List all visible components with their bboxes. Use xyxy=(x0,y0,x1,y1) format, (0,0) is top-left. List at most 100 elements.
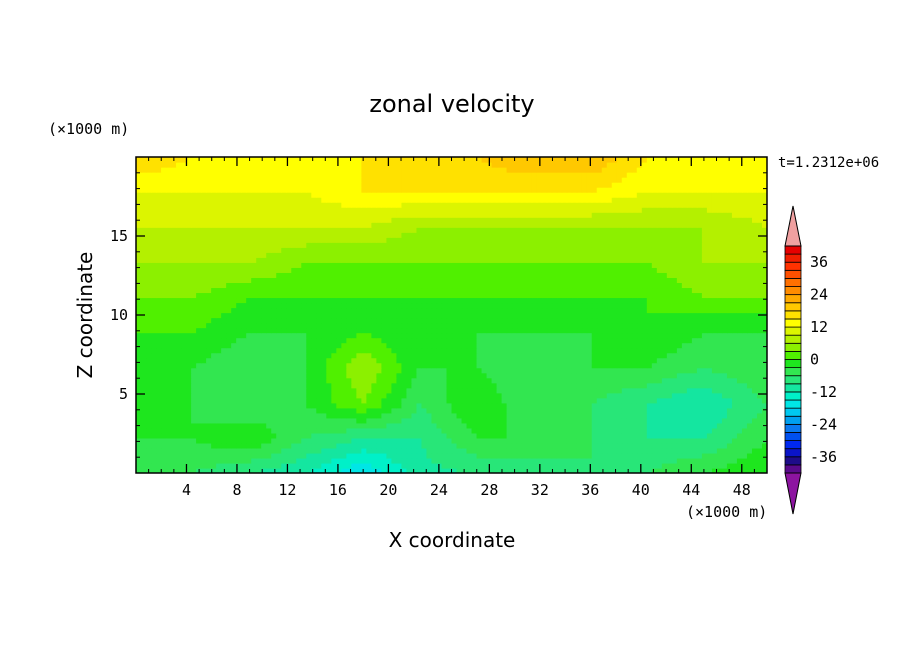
field-cell xyxy=(181,467,187,473)
field-cell xyxy=(386,317,393,324)
field-cell xyxy=(431,402,438,409)
field-cell xyxy=(521,287,528,294)
field-cell xyxy=(591,362,598,369)
field-cell xyxy=(761,347,767,354)
field-cell xyxy=(416,287,423,294)
field-cell xyxy=(536,352,543,359)
field-cell xyxy=(476,297,483,304)
field-cell xyxy=(321,462,327,469)
field-cell xyxy=(386,457,393,464)
field-cell xyxy=(611,397,618,404)
field-cell xyxy=(256,292,262,299)
field-cell xyxy=(181,392,187,399)
field-cell xyxy=(666,382,673,389)
field-cell xyxy=(706,332,713,339)
field-cell xyxy=(286,282,292,289)
field-cell xyxy=(696,462,703,469)
field-cell xyxy=(201,347,207,354)
field-cell xyxy=(591,447,598,454)
field-cell xyxy=(581,357,588,364)
field-cell xyxy=(156,277,162,283)
field-cell xyxy=(451,432,458,439)
field-cell xyxy=(241,362,247,369)
field-cell xyxy=(341,442,347,449)
field-cell xyxy=(216,362,222,369)
field-cell xyxy=(631,412,638,419)
field-cell xyxy=(366,407,372,414)
field-cell xyxy=(616,402,623,409)
field-cell xyxy=(316,462,322,469)
field-cell xyxy=(196,402,202,409)
field-cell xyxy=(396,327,403,334)
field-cell xyxy=(256,412,262,419)
field-cell xyxy=(251,307,257,314)
field-cell xyxy=(676,277,683,283)
field-cell xyxy=(171,272,177,278)
field-cell xyxy=(176,307,182,314)
field-cell xyxy=(516,357,523,364)
field-cell xyxy=(676,287,683,294)
field-cell xyxy=(161,302,167,309)
field-cell xyxy=(696,362,703,369)
field-cell xyxy=(531,422,538,429)
field-cell xyxy=(186,362,192,369)
field-cell xyxy=(346,377,352,384)
field-cell xyxy=(511,422,518,429)
field-cell xyxy=(646,467,653,473)
field-cell xyxy=(696,307,703,314)
field-cell xyxy=(436,362,443,369)
field-cell xyxy=(551,352,558,359)
field-cell xyxy=(471,297,478,304)
field-cell xyxy=(276,362,282,369)
field-cell xyxy=(566,392,573,399)
field-cell xyxy=(196,317,202,324)
field-cell xyxy=(621,312,628,319)
field-cell xyxy=(541,407,548,414)
field-cell xyxy=(381,442,387,449)
field-cell xyxy=(581,277,588,283)
field-cell xyxy=(426,302,433,309)
field-cell xyxy=(541,342,548,349)
field-cell xyxy=(756,322,763,329)
field-cell xyxy=(761,352,767,359)
field-cell xyxy=(551,397,558,404)
field-cell xyxy=(751,332,758,339)
field-cell xyxy=(461,272,468,278)
field-cell xyxy=(446,297,453,304)
field-cell xyxy=(496,437,503,444)
field-cell xyxy=(181,432,187,439)
field-cell xyxy=(521,422,528,429)
field-cell xyxy=(401,452,408,459)
field-cell xyxy=(696,467,703,473)
field-cell xyxy=(686,437,693,444)
field-cell xyxy=(546,277,553,283)
field-cell xyxy=(301,317,307,324)
field-cell xyxy=(701,442,708,449)
field-cell xyxy=(476,287,483,294)
field-cell xyxy=(331,442,337,449)
field-cell xyxy=(246,292,252,299)
field-cell xyxy=(476,387,483,394)
field-cell xyxy=(716,332,723,339)
field-cell xyxy=(671,437,678,444)
field-cell xyxy=(656,322,663,329)
field-cell xyxy=(226,452,232,459)
field-cell xyxy=(296,357,302,364)
field-cell xyxy=(231,407,237,414)
field-cell xyxy=(516,297,523,304)
field-cell xyxy=(581,407,588,414)
field-cell xyxy=(186,352,192,359)
field-cell xyxy=(151,377,157,384)
field-cell xyxy=(191,367,197,374)
field-cell xyxy=(246,287,252,294)
field-cell xyxy=(751,367,758,374)
field-cell xyxy=(201,297,207,304)
field-cell xyxy=(631,422,638,429)
field-cell xyxy=(721,362,728,369)
field-cell xyxy=(676,317,683,324)
field-cell xyxy=(296,412,302,419)
field-cell xyxy=(206,287,212,294)
field-cell xyxy=(361,307,367,314)
field-cell xyxy=(206,447,212,454)
field-cell xyxy=(556,402,563,409)
